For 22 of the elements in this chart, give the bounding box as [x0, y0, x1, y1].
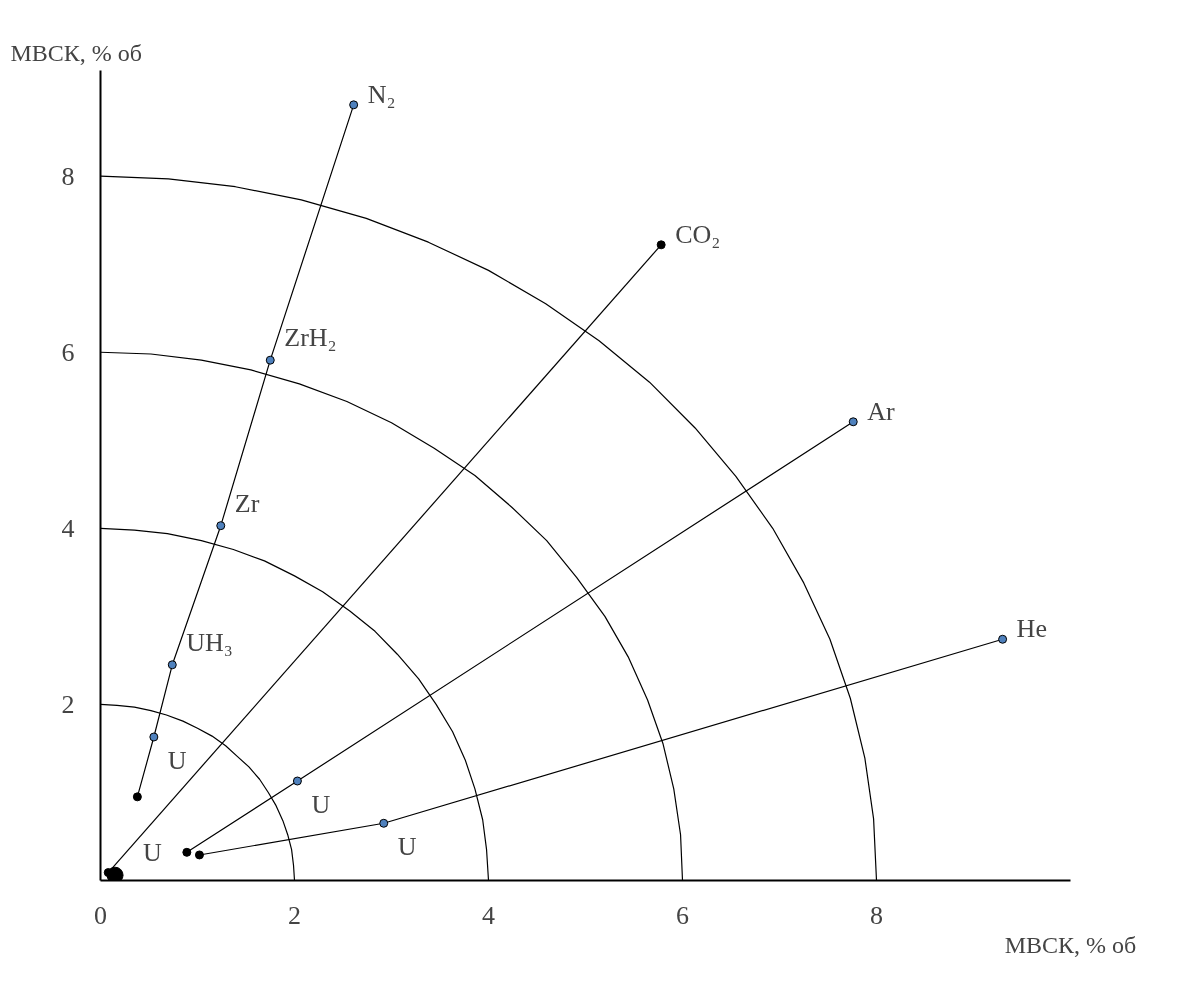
- y-axis-title: МВСК, % об: [10, 39, 143, 66]
- series-label: He: [1016, 614, 1047, 644]
- x-tick-label: 0: [94, 900, 107, 930]
- annotation: Zr: [234, 488, 260, 518]
- annotation: U: [311, 790, 331, 820]
- x-tick-label: 4: [482, 900, 495, 930]
- annotation: U: [167, 745, 187, 775]
- x-tick-label: 2: [288, 900, 301, 930]
- x-tick-label: 6: [676, 900, 689, 930]
- y-tick-label: 2: [61, 689, 75, 719]
- series-label: Ar: [867, 396, 895, 426]
- annotation: U: [397, 832, 417, 862]
- y-tick-label: 4: [61, 513, 75, 543]
- x-axis-title: МВСК, % об: [1004, 931, 1137, 958]
- annotation: UH₃: [186, 627, 233, 657]
- annotation: U: [143, 838, 163, 868]
- y-tick-label: 6: [61, 337, 75, 367]
- x-tick-label: 8: [870, 900, 883, 930]
- y-tick-label: 8: [61, 161, 75, 191]
- series-label: N₂: [367, 79, 396, 109]
- series-label: CO₂: [675, 219, 721, 249]
- annotation: ZrH₂: [284, 323, 337, 353]
